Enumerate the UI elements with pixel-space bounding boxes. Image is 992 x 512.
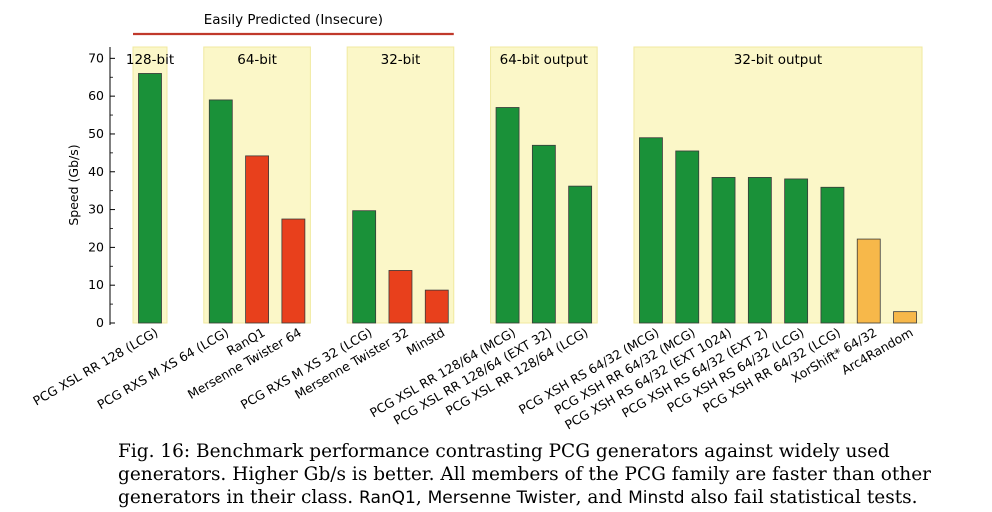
annotation-label: Easily Predicted (Insecure) — [204, 12, 383, 28]
y-tick-label-5: 50 — [88, 126, 104, 141]
group-label-2: 32-bit — [381, 52, 421, 68]
figure-caption: Fig. 16: Benchmark performance contrasti… — [118, 440, 938, 510]
y-tick-label-6: 60 — [88, 88, 104, 103]
bar-1-0 — [208, 99, 233, 324]
y-tick-label-1: 10 — [88, 277, 104, 292]
y-axis-title: Speed (Gb/s) — [66, 144, 81, 225]
group-label-3: 64-bit output — [500, 52, 588, 68]
bar-4-3 — [747, 177, 772, 324]
caption-sep1: , — [415, 487, 428, 508]
bar-3-1 — [531, 144, 556, 324]
y-tick-label-2: 20 — [88, 239, 104, 254]
bar-3-0 — [495, 107, 520, 324]
caption-mersenne: Mersenne Twister — [427, 488, 576, 508]
bars — [138, 73, 917, 324]
y-tick-label-3: 30 — [88, 202, 104, 217]
caption-text: Fig. 16: Benchmark performance contrasti… — [118, 441, 932, 508]
caption-ranq1: RanQ1 — [359, 488, 416, 508]
y-tick-label-0: 0 — [96, 315, 104, 330]
caption-sep2: , and — [575, 487, 629, 508]
bar-2-1 — [388, 270, 413, 324]
chart: 128-bit 64-bit 32-bit 64-bit output 32-bit o… — [30, 12, 923, 433]
group-label-4: 32-bit output — [734, 52, 822, 68]
bar-label-2-2: Minstd — [404, 325, 447, 359]
group-label-1: 64-bit — [237, 52, 277, 68]
bar-3-2 — [568, 185, 593, 324]
bar-labels: PCG XSL RR 128 (LCG)PCG RXS M XS 64 (LCG… — [30, 325, 915, 433]
bar-4-2 — [711, 177, 736, 324]
bar-4-4 — [784, 178, 809, 324]
caption-tail: also fail statistical tests. — [684, 487, 918, 508]
bar-0-0 — [138, 73, 162, 324]
bar-2-2 — [424, 289, 449, 324]
caption-minstd: Minstd — [628, 488, 685, 508]
bar-4-7 — [893, 311, 917, 324]
bar-4-6 — [856, 238, 881, 324]
y-axis: 0 10 20 30 40 50 60 70 Speed (Gb/s) — [66, 47, 115, 330]
bar-1-2 — [281, 218, 306, 324]
y-tick-label-4: 40 — [88, 164, 104, 179]
bar-label-0-0: PCG XSL RR 128 (LCG) — [30, 325, 160, 409]
bar-label-1-0: PCG RXS M XS 64 (LCG) — [94, 325, 231, 413]
bar-4-5 — [820, 186, 845, 324]
group-label-0: 128-bit — [126, 52, 174, 68]
bar-1-1 — [245, 155, 269, 324]
annotation: Easily Predicted (Insecure) — [133, 12, 454, 36]
bar-4-0 — [639, 137, 663, 324]
bar-2-0 — [352, 210, 377, 324]
y-tick-label-7: 70 — [88, 50, 104, 65]
bar-4-1 — [675, 150, 700, 324]
